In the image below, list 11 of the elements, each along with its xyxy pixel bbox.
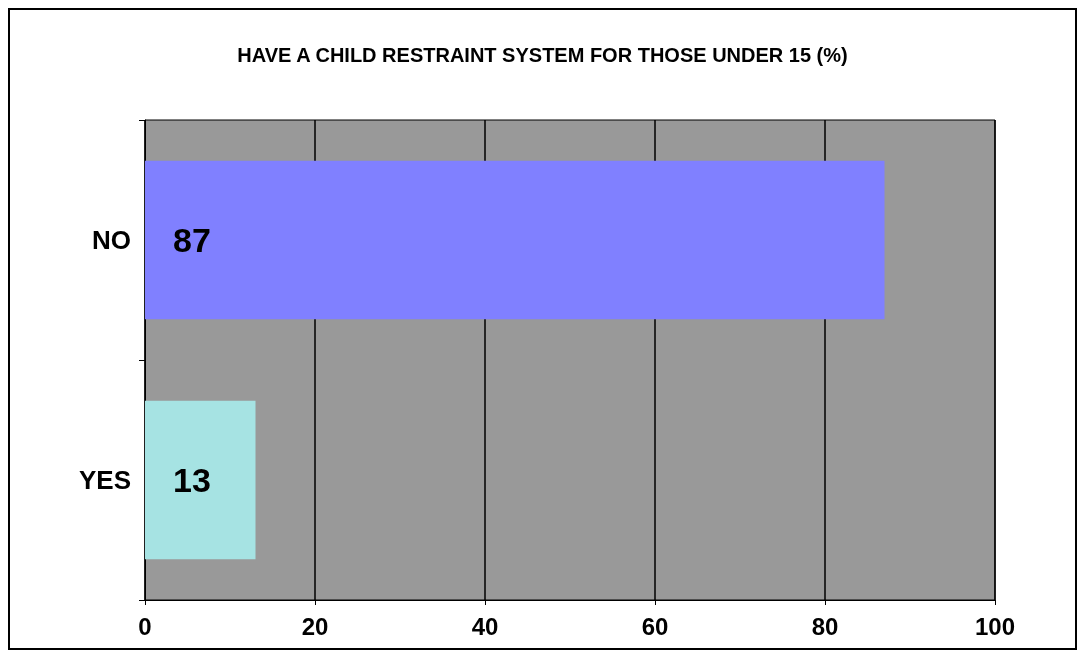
x-tick-label: 20 [301, 612, 329, 640]
x-tick-label: 100 [974, 612, 1016, 640]
y-tick-label: YES [78, 465, 131, 495]
data-label: 13 [173, 461, 211, 499]
x-tick-label: 60 [641, 612, 669, 640]
x-tick-label: 0 [138, 612, 152, 640]
data-label: 87 [173, 221, 211, 259]
chart-title: HAVE A CHILD RESTRAINT SYSTEM FOR THOSE UNDER 15 (%) [237, 44, 848, 66]
y-tick-label: NO [92, 225, 131, 255]
x-tick-label: 40 [471, 612, 499, 640]
x-tick-label: 80 [811, 612, 839, 640]
